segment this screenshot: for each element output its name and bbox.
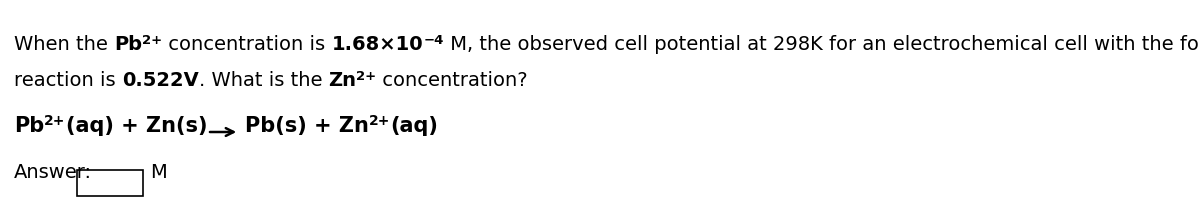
Text: Answer:: Answer: bbox=[14, 163, 92, 182]
Text: Zn: Zn bbox=[329, 71, 356, 90]
Text: concentration is: concentration is bbox=[162, 35, 331, 54]
Bar bbox=[77, 170, 143, 196]
Text: (aq) + Zn(s): (aq) + Zn(s) bbox=[66, 116, 208, 136]
Text: (aq): (aq) bbox=[390, 116, 438, 136]
Text: . What is the: . What is the bbox=[199, 71, 329, 90]
Text: −4: −4 bbox=[424, 34, 444, 47]
Text: Pb: Pb bbox=[14, 116, 44, 136]
Text: M, the observed cell potential at 298K for an electrochemical cell with the foll: M, the observed cell potential at 298K f… bbox=[444, 35, 1200, 54]
Text: 2+: 2+ bbox=[370, 114, 390, 128]
Text: concentration?: concentration? bbox=[377, 71, 528, 90]
Text: 0.522V: 0.522V bbox=[122, 71, 199, 90]
Text: 2+: 2+ bbox=[142, 34, 162, 47]
Text: When the: When the bbox=[14, 35, 114, 54]
Text: 1.68×10: 1.68×10 bbox=[331, 35, 424, 54]
Text: reaction is: reaction is bbox=[14, 71, 122, 90]
Text: 2+: 2+ bbox=[44, 114, 66, 128]
Text: Pb(s) + Zn: Pb(s) + Zn bbox=[245, 116, 370, 136]
Text: 2+: 2+ bbox=[356, 70, 377, 83]
Text: M: M bbox=[150, 163, 167, 182]
Text: Pb: Pb bbox=[114, 35, 142, 54]
